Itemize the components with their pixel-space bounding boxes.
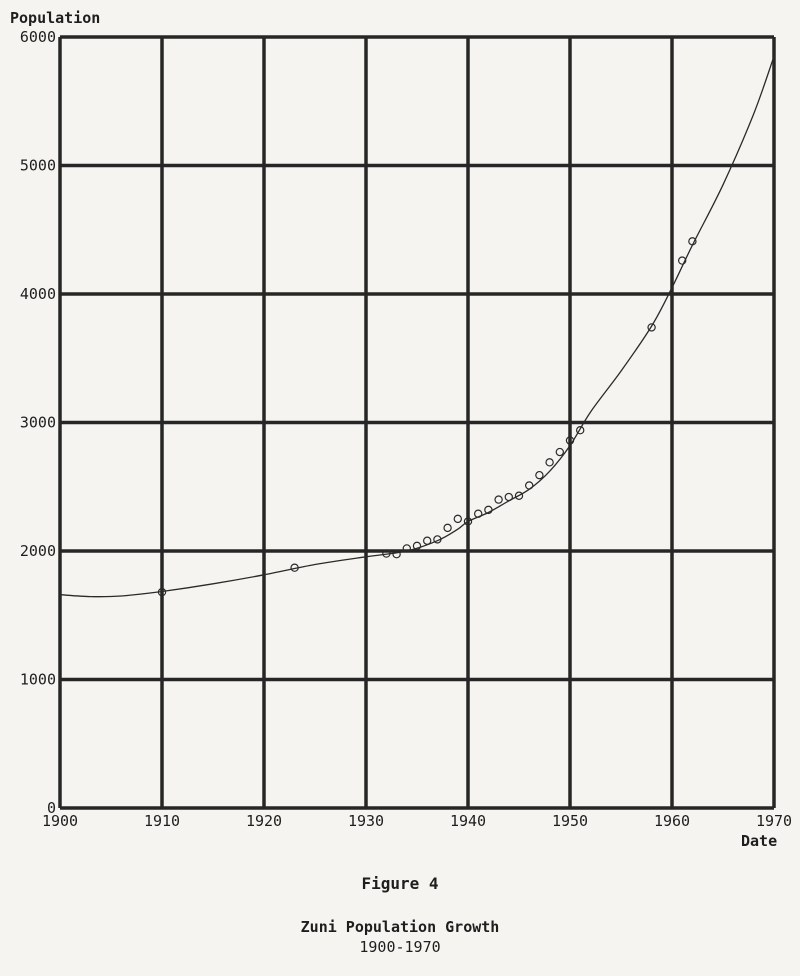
data-point: [555, 447, 565, 457]
x-tick-label: 1960: [654, 812, 690, 830]
data-point: [433, 535, 442, 544]
x-tick-label: 1970: [756, 812, 792, 830]
y-axis-title: Population: [10, 9, 100, 27]
y-tick-label: 0: [47, 799, 56, 817]
data-point: [443, 523, 452, 533]
data-point: [474, 509, 483, 518]
x-tick-label: 1920: [246, 812, 282, 830]
x-tick-label: 1930: [348, 812, 384, 830]
data-point: [535, 470, 544, 480]
data-points: [157, 237, 697, 597]
trend-curve-layer: [59, 56, 775, 598]
data-point: [412, 541, 422, 551]
data-point: [565, 436, 575, 445]
x-tick-label: 1950: [552, 812, 588, 830]
data-point: [157, 587, 167, 597]
data-point: [382, 549, 391, 558]
y-tick-label: 6000: [20, 28, 56, 46]
data-point: [504, 492, 513, 502]
data-point: [402, 544, 411, 553]
grid: [58, 35, 776, 810]
data-point: [514, 491, 524, 500]
y-tick-label: 5000: [20, 157, 56, 175]
x-tick-label: 1900: [42, 812, 78, 830]
tick-labels: 1900 1910 1920 1930 1940 1950 1960 1970 0 1000 200…: [20, 28, 792, 830]
y-tick-label: 2000: [20, 542, 56, 560]
data-point: [525, 481, 534, 490]
data-point: [453, 514, 462, 524]
data-point: [647, 323, 656, 332]
x-axis-title: Date: [741, 832, 777, 850]
figure-label: Figure 4: [361, 874, 439, 893]
y-tick-label: 4000: [20, 285, 56, 303]
data-point: [494, 495, 503, 504]
y-tick-label: 3000: [20, 414, 56, 432]
data-point: [576, 426, 585, 435]
chart-title: Zuni Population Growth: [300, 918, 500, 936]
data-point: [463, 517, 473, 526]
data-point: [423, 536, 432, 545]
data-point: [678, 256, 687, 265]
data-point: [545, 458, 554, 467]
trend-line: [59, 56, 775, 598]
data-point: [688, 237, 697, 246]
x-tick-label: 1910: [144, 812, 180, 830]
data-point: [392, 550, 401, 559]
data-point: [484, 505, 493, 515]
data-point: [290, 563, 299, 572]
y-tick-label: 1000: [20, 671, 56, 689]
chart-subtitle: 1900-1970: [359, 938, 441, 956]
x-tick-label: 1940: [450, 812, 486, 830]
